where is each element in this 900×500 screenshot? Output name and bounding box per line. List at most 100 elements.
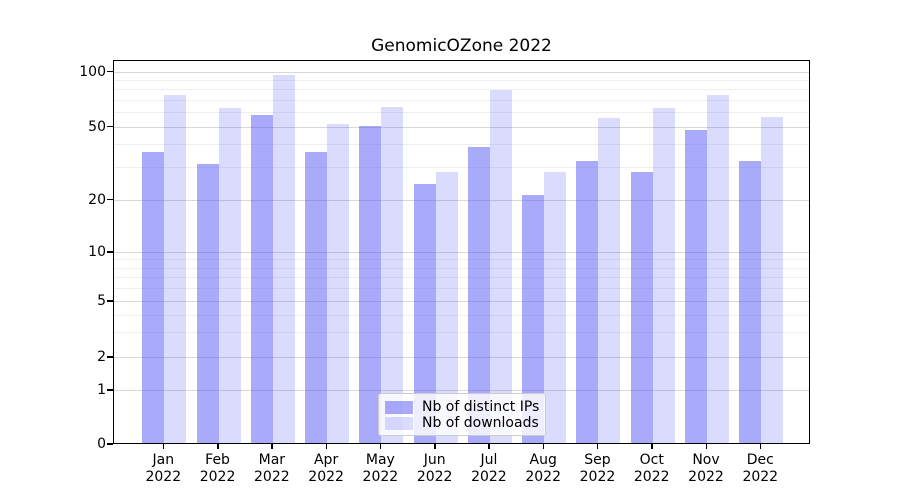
x-tick-label-aug: Aug 2022 xyxy=(516,452,570,486)
bar-downloads-may-2022 xyxy=(381,107,404,443)
plot-area xyxy=(113,60,810,444)
bar-downloads-mar-2022 xyxy=(272,75,295,443)
x-tick-month: Feb xyxy=(205,452,230,468)
y-tick-label-20: 20 xyxy=(88,191,106,208)
legend-label-downloads: Nb of downloads xyxy=(422,414,539,431)
x-tick-mark-apr xyxy=(325,444,328,449)
gridline-minor-4 xyxy=(114,314,809,316)
x-tick-month: Oct xyxy=(639,452,664,468)
y-tick-mark-100 xyxy=(107,70,113,72)
x-tick-mark-aug xyxy=(542,444,545,449)
x-tick-year: 2022 xyxy=(633,469,670,485)
gridline-minor-8 xyxy=(114,267,809,269)
x-tick-year: 2022 xyxy=(199,469,236,485)
x-tick-month: May xyxy=(365,452,395,468)
x-tick-label-dec: Dec 2022 xyxy=(733,452,787,486)
y-tick-label-5: 5 xyxy=(97,293,106,309)
legend-swatch-ips xyxy=(385,400,413,414)
x-tick-label-feb: Feb 2022 xyxy=(191,452,245,486)
gridline-major-1 xyxy=(114,390,809,391)
legend: Nb of distinct IPs Nb of downloads xyxy=(378,393,546,436)
x-tick-mark-jul xyxy=(488,444,490,449)
x-tick-month: Sep xyxy=(584,452,611,468)
x-tick-label-oct: Oct 2022 xyxy=(625,452,679,486)
y-tick-label-1: 1 xyxy=(97,382,106,398)
y-tick-label-2: 2 xyxy=(97,349,106,365)
x-tick-label-sep: Sep 2022 xyxy=(570,452,624,486)
x-tick-month: Jan xyxy=(152,452,175,468)
y-tick-mark-2 xyxy=(107,356,113,358)
x-tick-month: Nov xyxy=(692,452,720,468)
x-tick-month: Aug xyxy=(529,452,557,468)
x-tick-label-apr: Apr 2022 xyxy=(299,452,353,486)
x-tick-mark-feb xyxy=(217,444,219,449)
bar-downloads-jul-2022 xyxy=(489,90,512,443)
legend-item-downloads: Nb of downloads xyxy=(385,415,539,431)
bar-ips-jun-2022 xyxy=(413,183,436,443)
bar-downloads-nov-2022 xyxy=(707,95,729,443)
y-tick-mark-1 xyxy=(107,389,113,391)
y-tick-mark-10 xyxy=(107,251,113,253)
bar-ips-oct-2022 xyxy=(630,171,653,443)
bar-downloads-jan-2022 xyxy=(164,95,187,443)
bar-ips-aug-2022 xyxy=(522,194,545,443)
x-tick-year: 2022 xyxy=(688,469,724,485)
x-tick-month: Dec xyxy=(746,452,774,468)
x-tick-mark-mar xyxy=(271,444,273,449)
y-tick-label-50: 50 xyxy=(88,118,106,135)
bar-ips-mar-2022 xyxy=(250,115,273,443)
gridline-major-100 xyxy=(114,71,809,73)
gridline-major-10 xyxy=(114,252,809,253)
bar-ips-nov-2022 xyxy=(685,130,707,443)
x-tick-label-jun: Jun 2022 xyxy=(408,452,462,486)
bar-downloads-apr-2022 xyxy=(327,123,350,443)
bar-ips-sep-2022 xyxy=(576,161,599,443)
gridline-minor-80 xyxy=(114,89,809,91)
x-tick-label-may: May 2022 xyxy=(353,452,407,486)
gridline-minor-7 xyxy=(114,277,809,279)
y-tick-mark-20 xyxy=(107,198,113,200)
x-tick-month: Apr xyxy=(313,452,339,468)
legend-item-distinct-ips: Nb of distinct IPs xyxy=(385,399,539,415)
x-tick-month: Jun xyxy=(423,452,446,468)
y-tick-mark-50 xyxy=(107,125,113,127)
x-tick-label-jan: Jan 2022 xyxy=(136,452,190,486)
x-tick-mark-dec xyxy=(759,444,762,449)
gridline-minor-40 xyxy=(114,144,809,146)
x-tick-month: Mar xyxy=(258,452,286,468)
x-tick-mark-jan xyxy=(162,444,165,449)
bar-ips-feb-2022 xyxy=(196,163,219,443)
y-tick-label-100: 100 xyxy=(79,63,106,80)
bar-downloads-dec-2022 xyxy=(761,116,784,443)
bar-downloads-jun-2022 xyxy=(435,171,458,443)
x-tick-label-jul: Jul 2022 xyxy=(462,452,516,486)
chart-title: GenomicOZone 2022 xyxy=(371,36,552,56)
x-tick-year: 2022 xyxy=(416,469,453,485)
legend-label-distinct-ips: Nb of distinct IPs xyxy=(422,398,540,415)
x-tick-mark-jun xyxy=(434,444,436,449)
x-tick-year: 2022 xyxy=(579,469,616,485)
x-tick-month: Jul xyxy=(480,452,498,468)
legend-swatch-downloads xyxy=(385,416,413,430)
x-tick-year: 2022 xyxy=(254,469,290,485)
x-tick-year: 2022 xyxy=(525,469,561,485)
bar-ips-may-2022 xyxy=(359,125,382,443)
x-tick-year: 2022 xyxy=(308,469,344,485)
x-tick-year: 2022 xyxy=(471,469,507,485)
gridline-major-2 xyxy=(114,357,809,358)
x-tick-mark-sep xyxy=(596,444,599,449)
gridline-major-50 xyxy=(114,126,809,128)
gridline-minor-9 xyxy=(114,259,809,261)
x-tick-label-nov: Nov 2022 xyxy=(679,452,733,486)
gridline-minor-70 xyxy=(114,99,809,101)
bar-ips-jul-2022 xyxy=(467,147,490,443)
bar-downloads-feb-2022 xyxy=(218,108,241,443)
gridline-major-20 xyxy=(114,199,809,201)
x-tick-mark-oct xyxy=(651,444,653,449)
x-tick-year: 2022 xyxy=(145,469,182,485)
gridline-major-5 xyxy=(114,301,809,302)
bar-ips-jan-2022 xyxy=(142,151,165,443)
bar-downloads-sep-2022 xyxy=(598,117,621,443)
gridline-minor-6 xyxy=(114,288,809,290)
